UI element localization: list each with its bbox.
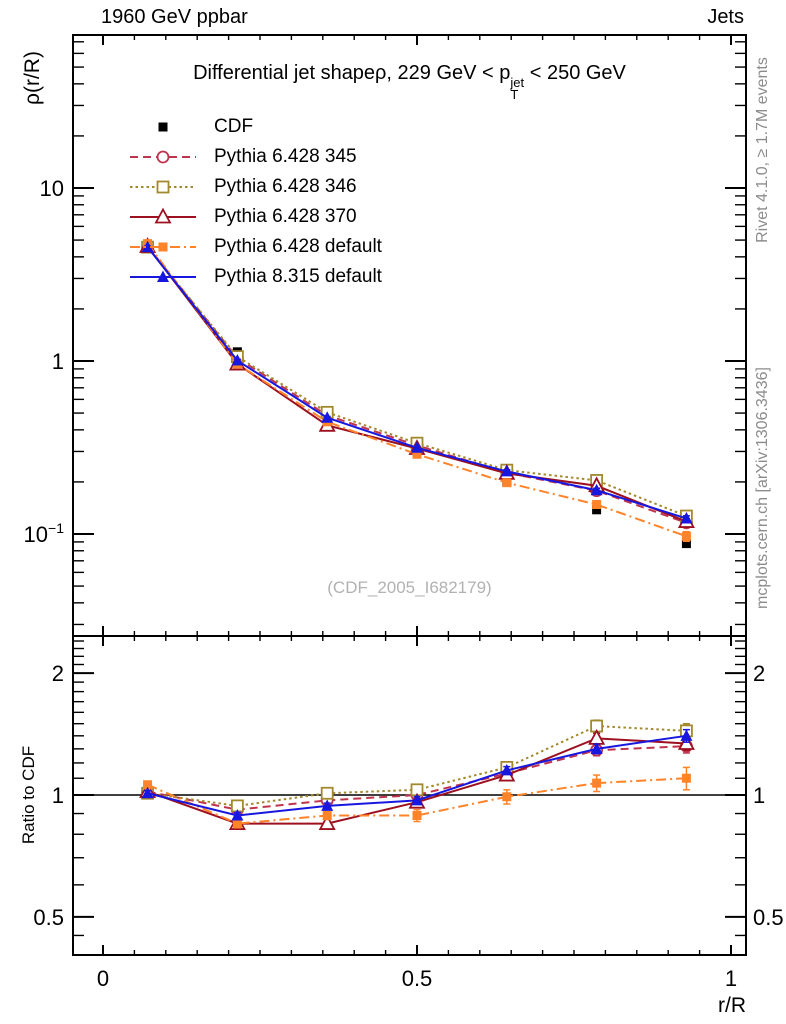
legend-swatch-svg [130, 242, 196, 252]
legend-swatch-svg [130, 270, 196, 282]
ratio-y-tick-label-right: 1 [753, 783, 765, 808]
legend-row-pythia-8315-default: Pythia 8.315 default [128, 262, 382, 292]
legend-label-pythia-6428-370: Pythia 6.428 370 [214, 206, 357, 227]
plot-title: Differential jet shapeρ, 229 GeV < p jet T… [73, 62, 746, 101]
series [139, 237, 695, 830]
legend-label-cdf: CDF [214, 116, 254, 137]
main-y-tick-label: 1 [52, 349, 64, 374]
main-y-tick-label: 10−1 [24, 520, 65, 547]
ratio-y-tick-label-right: 0.5 [753, 905, 784, 930]
legend-swatch-svg [130, 207, 196, 224]
legend-label-pythia-6428-345: Pythia 6.428 345 [214, 146, 357, 167]
pythia-6428-346-marker-icon [128, 176, 198, 198]
series-pythia-6-428-345 [141, 240, 693, 817]
ratio-y-tick-label-left: 0.5 [33, 905, 64, 930]
pt-supsub: jet T [510, 75, 525, 102]
legend-swatch-svg [158, 122, 168, 132]
legend-label-pythia-6428-default: Pythia 6.428 default [214, 236, 382, 257]
plot-title-suffix: < 250 GeV [524, 62, 626, 84]
rivet-version-credit: Rivet 4.1.0, ≥ 1.7M events [754, 57, 771, 243]
pythia-8315-default-marker-icon [128, 266, 198, 288]
ratio-y-tick-label-left: 2 [52, 661, 64, 686]
series-pythia-6-428-346 [141, 240, 693, 813]
main-y-tick-label: 10 [40, 176, 64, 201]
ratio-y-tick-label-right: 2 [753, 661, 765, 686]
pt-superscript: jet [510, 75, 525, 90]
legend-row-pythia-6428-default: Pythia 6.428 default [128, 232, 382, 262]
x-tick-label: 0 [97, 966, 109, 991]
analysis-id-watermark: (CDF_2005_I682179) [327, 578, 492, 597]
pythia-6428-345-marker-icon [128, 146, 198, 168]
x-axis-title: r/R [718, 994, 746, 1017]
analysis-group-label: Jets [707, 6, 744, 28]
pythia-6428-default-marker-icon [128, 236, 198, 258]
plot-title-prefix: Differential jet shapeρ, 229 GeV < p [193, 62, 511, 84]
legend-label-pythia-8315-default: Pythia 8.315 default [214, 266, 382, 287]
series-pythia-8-315-default [141, 240, 693, 821]
legend-swatch-svg [130, 180, 196, 194]
legend-row-pythia-6428-370: Pythia 6.428 370 [128, 202, 382, 232]
ratio-y-tick-label-left: 1 [52, 783, 64, 808]
legend-row-pythia-6428-345: Pythia 6.428 345 [128, 142, 382, 172]
legend-row-cdf: CDF [128, 112, 382, 142]
legend-swatch-svg [130, 150, 196, 164]
pt-subscript: T [510, 87, 519, 102]
pythia-6428-370-marker-icon [128, 206, 198, 228]
ticks [73, 35, 746, 955]
cdf-marker-icon [128, 116, 198, 138]
series-pythia-6-428-370 [139, 237, 695, 830]
mcplots-credit: mcplots.cern.ch [arXiv:1306.3436] [754, 367, 771, 609]
legend-row-pythia-6428-346: Pythia 6.428 346 [128, 172, 382, 202]
ratio-y-axis-title: Ratio to CDF [19, 745, 38, 845]
legend-label-pythia-6428-346: Pythia 6.428 346 [214, 176, 357, 197]
x-tick-label: 0.5 [402, 966, 433, 991]
beam-energy-label: 1960 GeV ppbar [101, 6, 248, 28]
legend: CDF Pythia 6.428 345 Pythia 6.428 346 Py… [128, 112, 382, 292]
tick-labels: 10 1 10−1 2 2 1 1 0.5 0.5 0 0.5 1 [24, 176, 784, 991]
x-tick-label: 1 [725, 966, 737, 991]
main-y-axis-title: ρ(r/R) [21, 51, 44, 105]
